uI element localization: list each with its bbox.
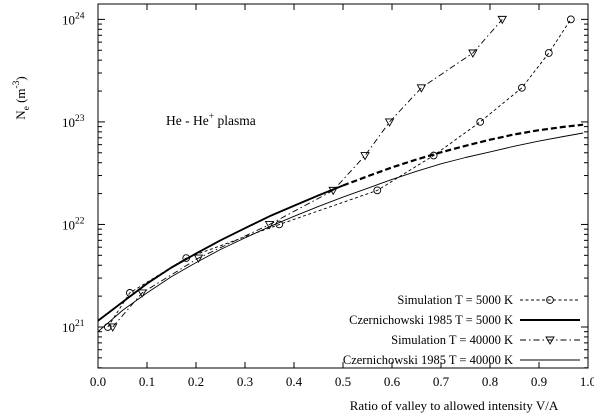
triangle-marker bbox=[264, 221, 275, 230]
triangle-marker bbox=[384, 118, 395, 127]
triangle-marker bbox=[360, 152, 370, 161]
axis-ticks bbox=[97, 4, 589, 369]
triangle-marker bbox=[468, 49, 478, 58]
circle-marker bbox=[517, 83, 526, 92]
series-czer5000 bbox=[97, 123, 584, 322]
series-line bbox=[112, 19, 503, 328]
x-axis-label: Ratio of valley to allowed intensity V/A bbox=[350, 398, 559, 413]
legend: Simulation T = 5000 K Czernichowski 1985 … bbox=[343, 293, 580, 367]
series-layer bbox=[97, 15, 584, 333]
legend-label-czer40000: Czernichowski 1985 T = 40000 K bbox=[343, 353, 513, 367]
triangle-marker bbox=[416, 84, 427, 93]
x-tick-label: 0.4 bbox=[286, 374, 303, 389]
x-tick-label: 0.5 bbox=[335, 374, 351, 389]
series-line bbox=[107, 19, 572, 328]
x-tick-label: 0.2 bbox=[188, 374, 204, 389]
circle-marker bbox=[373, 186, 382, 195]
triangle-marker bbox=[497, 15, 508, 25]
series-line bbox=[97, 184, 344, 322]
series-extrapolated-line bbox=[342, 123, 584, 187]
triangle-marker bbox=[137, 289, 147, 298]
x-tick-label: 0.0 bbox=[90, 374, 106, 389]
legend-label-sim5000: Simulation T = 5000 K bbox=[397, 293, 513, 307]
x-tick-label: 0.3 bbox=[237, 374, 253, 389]
y-tick-label: 1023 bbox=[62, 114, 85, 130]
series-czer40000 bbox=[97, 132, 584, 333]
circle-marker bbox=[566, 15, 575, 24]
y-axis-label: Ne (m-3) bbox=[12, 76, 32, 120]
x-tick-label: 0.6 bbox=[384, 374, 401, 389]
plasma-annotation: He - He+ plasma bbox=[166, 112, 256, 128]
x-tick-label: 0.8 bbox=[482, 374, 498, 389]
x-tick-label: 0.1 bbox=[139, 374, 155, 389]
y-tick-label: 1022 bbox=[62, 216, 85, 232]
x-tick-label: 1.0 bbox=[580, 374, 594, 389]
circle-marker bbox=[476, 118, 485, 126]
legend-label-sim40000: Simulation T = 40000 K bbox=[391, 333, 513, 347]
x-tick-label: 0.7 bbox=[433, 374, 450, 389]
series-line bbox=[97, 132, 584, 333]
circle-marker bbox=[544, 49, 553, 57]
y-tick-label: 1024 bbox=[62, 11, 85, 27]
triangle-marker bbox=[193, 254, 204, 263]
circle-marker bbox=[546, 296, 554, 304]
triangle-marker bbox=[107, 323, 118, 332]
triangle-marker bbox=[545, 336, 555, 345]
series-sim40000 bbox=[107, 15, 508, 332]
y-tick-label: 1021 bbox=[62, 319, 85, 335]
triangle-marker bbox=[328, 186, 338, 196]
legend-label-czer5000: Czernichowski 1985 T = 5000 K bbox=[349, 313, 513, 327]
series-sim5000 bbox=[103, 15, 575, 331]
x-tick-label: 0.9 bbox=[531, 374, 547, 389]
